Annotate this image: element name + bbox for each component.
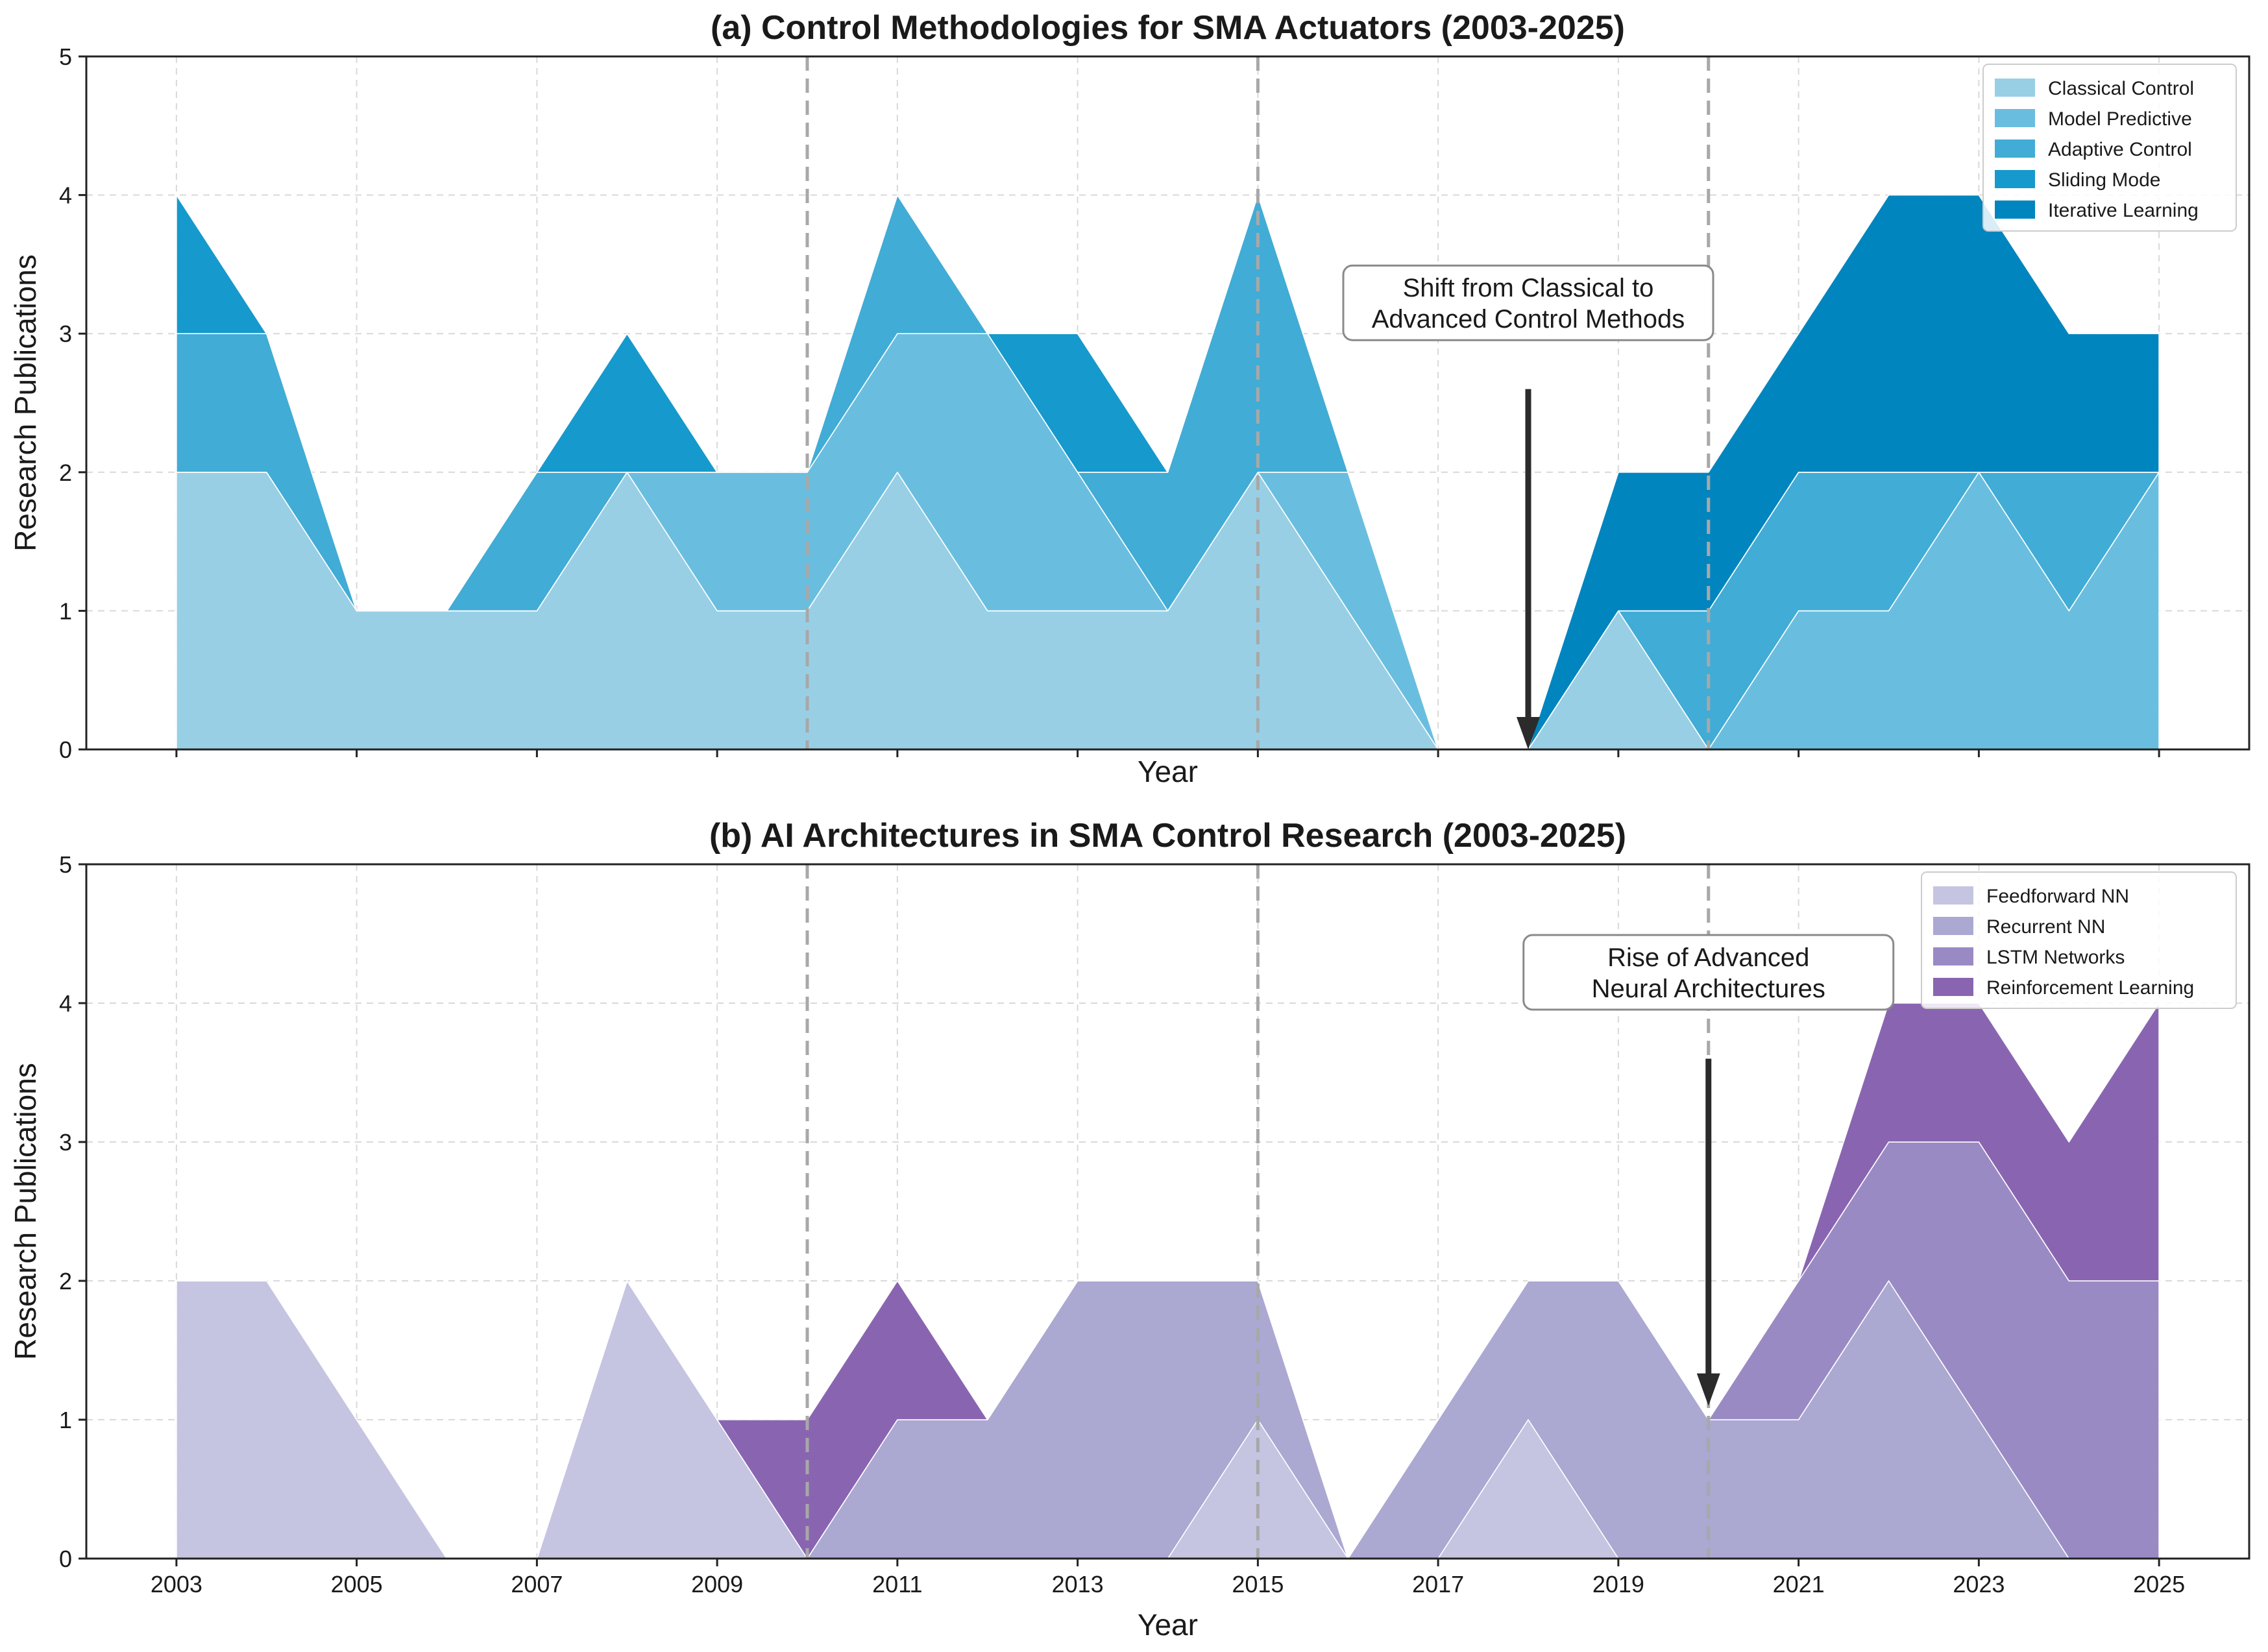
- plot-frame: [85, 863, 2250, 1560]
- x-tick-label: 2023: [1953, 1571, 2005, 1597]
- y-tick-label: 5: [59, 851, 72, 878]
- annotation: Shift from Classical to Advanced Control …: [1342, 264, 1714, 749]
- legend-swatch-classical-control: [1995, 79, 2035, 97]
- legend-swatch-model-predictive: [1995, 109, 2035, 127]
- panel-ai-architectures: 0 1 2 3 4 5 2003 2005 2007 2009 2011 2013 2015 2017 20…: [8, 817, 2250, 1642]
- y-axis-label: Research Publications: [8, 254, 42, 552]
- legend-label-iterative-learning: Iterative Learning: [2048, 200, 2199, 221]
- y-axis-label: Research Publications: [8, 1063, 42, 1360]
- legend-label-lstm-networks: LSTM Networks: [1986, 947, 2125, 968]
- x-tick-label: 2003: [151, 1571, 202, 1597]
- chart-title: (a) Control Methodologies for SMA Actuat…: [711, 9, 1625, 47]
- legend-label-sliding-mode: Sliding Mode: [2048, 169, 2160, 191]
- legend-label-adaptive-control: Adaptive Control: [2048, 139, 2192, 160]
- legend-swatch-reinforcement-learning: [1933, 978, 1973, 996]
- y-tick-label: 1: [59, 598, 72, 624]
- y-tick-label: 5: [59, 43, 72, 70]
- legend-swatch-lstm-networks: [1933, 947, 1973, 966]
- x-tick-label: 2019: [1592, 1571, 1644, 1597]
- y-tick-label: 1: [59, 1407, 72, 1433]
- x-tick-label: 2007: [511, 1571, 563, 1597]
- annotation: Rise of Advanced Neural Architectures: [1522, 934, 1895, 1406]
- legend-swatch-adaptive-control: [1995, 140, 2035, 158]
- x-tick-label: 2025: [2133, 1571, 2185, 1597]
- legend-label-classical-control: Classical Control: [2048, 78, 2194, 99]
- annotation-box: [1342, 264, 1714, 341]
- legend-label-reinforcement-learning: Reinforcement Learning: [1986, 977, 2194, 999]
- y-tick-label: 2: [59, 459, 72, 486]
- annotation-arrow-head: [1696, 1373, 1720, 1406]
- y-tick-label: 4: [59, 990, 72, 1017]
- x-tick-label: 2011: [872, 1571, 922, 1597]
- annotation-text-line: Rise of Advanced: [1607, 943, 1809, 972]
- y-tick-label: 4: [59, 182, 72, 209]
- annotation-text-line: Neural Architectures: [1592, 975, 1825, 1003]
- x-tick-label: 2009: [691, 1571, 743, 1597]
- x-tick-label: 2017: [1412, 1571, 1464, 1597]
- chart-title: (b) AI Architectures in SMA Control Rese…: [709, 817, 1626, 855]
- y-tick-label: 3: [59, 1129, 72, 1156]
- y-tick-label: 0: [59, 1546, 72, 1572]
- legend: Classical Control Model Predictive Adaptiv…: [1982, 64, 2237, 232]
- x-axis-label: Year: [1138, 1608, 1198, 1642]
- y-tick-label: 0: [59, 736, 72, 763]
- legend-label-recurrent-nn: Recurrent NN: [1986, 916, 2105, 938]
- annotation-text-line: Advanced Control Methods: [1372, 305, 1685, 334]
- legend-swatch-sliding-mode: [1995, 170, 2035, 188]
- legend-box: [1921, 871, 2237, 1009]
- x-tick-label: 2021: [1773, 1571, 1825, 1597]
- x-axis-label: Year: [1138, 755, 1198, 788]
- legend-box: [1982, 64, 2237, 232]
- legend-swatch-recurrent-nn: [1933, 917, 1973, 935]
- annotation-arrow-head: [1517, 717, 1540, 749]
- panel-control-methodologies: 0 1 2 3 4 5 (a) Control Methodologies for SMA …: [8, 9, 2250, 788]
- legend-swatch-feedforward-nn: [1933, 886, 1973, 905]
- area-reinforcement-learning: [176, 1002, 2160, 1559]
- plot-frame: [85, 55, 2250, 751]
- legend-label-feedforward-nn: Feedforward NN: [1986, 886, 2129, 907]
- legend-swatch-iterative-learning: [1995, 200, 2035, 219]
- annotation-box: [1522, 934, 1895, 1011]
- y-tick-label: 2: [59, 1268, 72, 1294]
- y-tick-label: 3: [59, 321, 72, 347]
- area-iterative-learning: [176, 194, 2160, 750]
- x-tick-label: 2015: [1232, 1571, 1284, 1597]
- legend-label-model-predictive: Model Predictive: [2048, 108, 2192, 130]
- annotation-text-line: Shift from Classical to: [1403, 274, 1654, 302]
- legend: Feedforward NN Recurrent NN LSTM Networks R…: [1921, 871, 2237, 1009]
- x-tick-label: 2005: [331, 1571, 383, 1597]
- x-tick-label: 2013: [1052, 1571, 1104, 1597]
